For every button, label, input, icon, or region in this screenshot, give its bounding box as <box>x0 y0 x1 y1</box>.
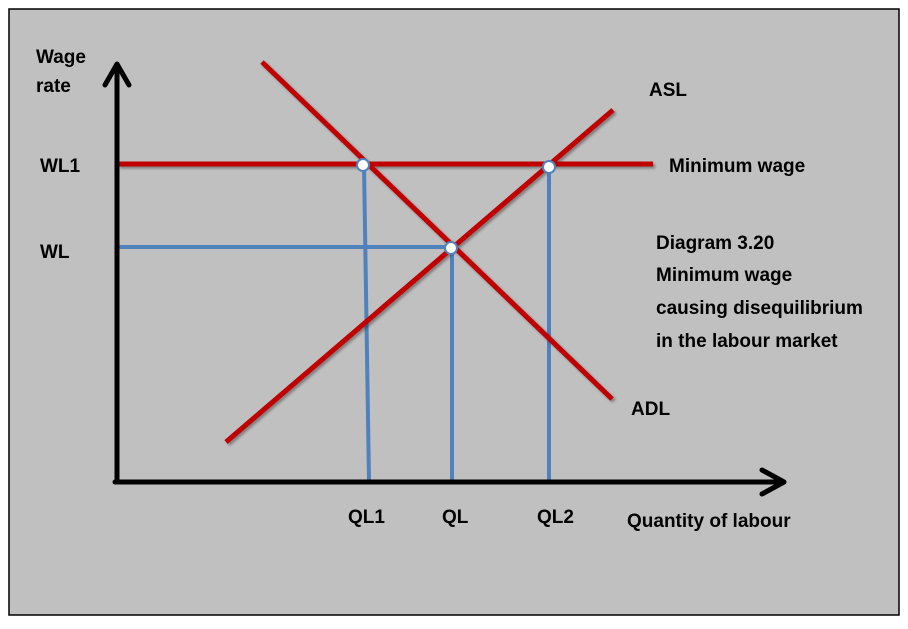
excess-supply-point <box>542 160 556 174</box>
excess-demand-point <box>356 158 370 172</box>
caption-line3: causing disequilibrium <box>656 298 863 319</box>
y-axis-label-line1: Wage <box>36 47 86 68</box>
x-axis-arrowhead <box>759 467 787 497</box>
x-axis-label: Quantity of labour <box>627 511 791 532</box>
minimum-wage-label: Minimum wage <box>669 156 805 177</box>
supply-curve-label: ASL <box>649 80 687 101</box>
wl1-label: WL1 <box>40 156 81 177</box>
y-axis-label-line2: rate <box>36 76 71 97</box>
demand-curve <box>260 60 614 401</box>
ql-label: QL <box>442 507 469 528</box>
ql1-label: QL1 <box>348 507 385 528</box>
intersection-points <box>356 158 556 255</box>
caption-line4: in the labour market <box>656 331 838 352</box>
equilibrium-point <box>444 241 458 255</box>
demand-curve-label: ADL <box>631 399 670 420</box>
caption-line2: Minimum wage <box>656 265 792 286</box>
y-axis-arrowhead <box>102 61 132 88</box>
caption-line1: Diagram 3.20 <box>656 233 774 254</box>
axes <box>102 61 787 497</box>
wl-label: WL <box>40 242 70 263</box>
ql2-label: QL2 <box>537 507 574 528</box>
